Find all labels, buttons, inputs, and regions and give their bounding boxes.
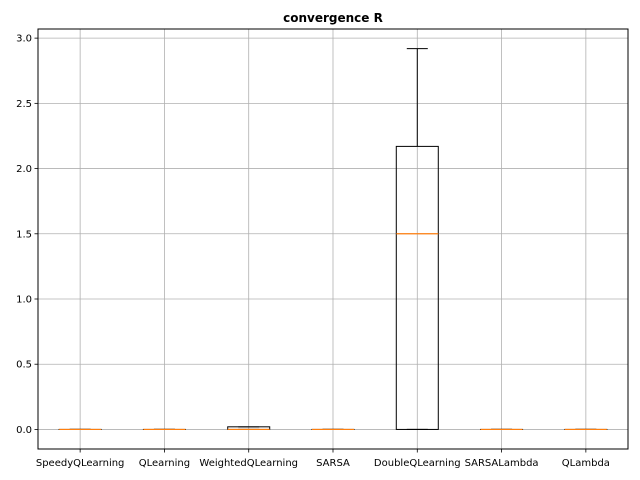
x-tick-label: QLearning (139, 458, 190, 469)
y-tick-label: 1.5 (16, 229, 32, 240)
x-axis: SpeedyQLearning QLearning WeightedQLearnin… (36, 449, 610, 469)
grid-lines (38, 29, 628, 449)
y-tick-label: 3.0 (16, 34, 32, 45)
x-tick-label: WeightedQLearning (199, 458, 298, 469)
y-tick-label: 2.0 (16, 164, 32, 175)
chart-title: convergence R (283, 11, 383, 25)
y-axis: 0.0 0.5 1.0 1.5 2.0 2.5 3.0 (16, 34, 38, 436)
box-DoubleQLearning (395, 48, 439, 430)
y-tick-label: 2.5 (16, 99, 32, 110)
iqr-box (395, 145, 439, 430)
y-tick-label: 0.5 (16, 360, 32, 371)
x-tick-label: DoubleQLearning (374, 458, 461, 469)
boxes-layer (58, 48, 608, 431)
x-tick-label: QLambda (562, 458, 610, 469)
x-tick-label: SARSA (316, 458, 350, 469)
x-tick-label: SpeedyQLearning (36, 458, 125, 469)
y-tick-label: 0.0 (16, 425, 32, 436)
box-WeightedQLearning (227, 426, 271, 431)
x-tick-label: SARSALambda (465, 458, 539, 469)
y-tick-label: 1.0 (16, 295, 32, 306)
